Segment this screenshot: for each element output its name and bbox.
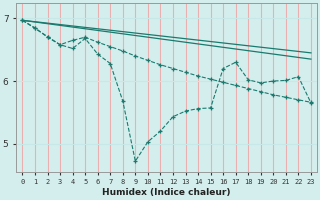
X-axis label: Humidex (Indice chaleur): Humidex (Indice chaleur) <box>102 188 231 197</box>
